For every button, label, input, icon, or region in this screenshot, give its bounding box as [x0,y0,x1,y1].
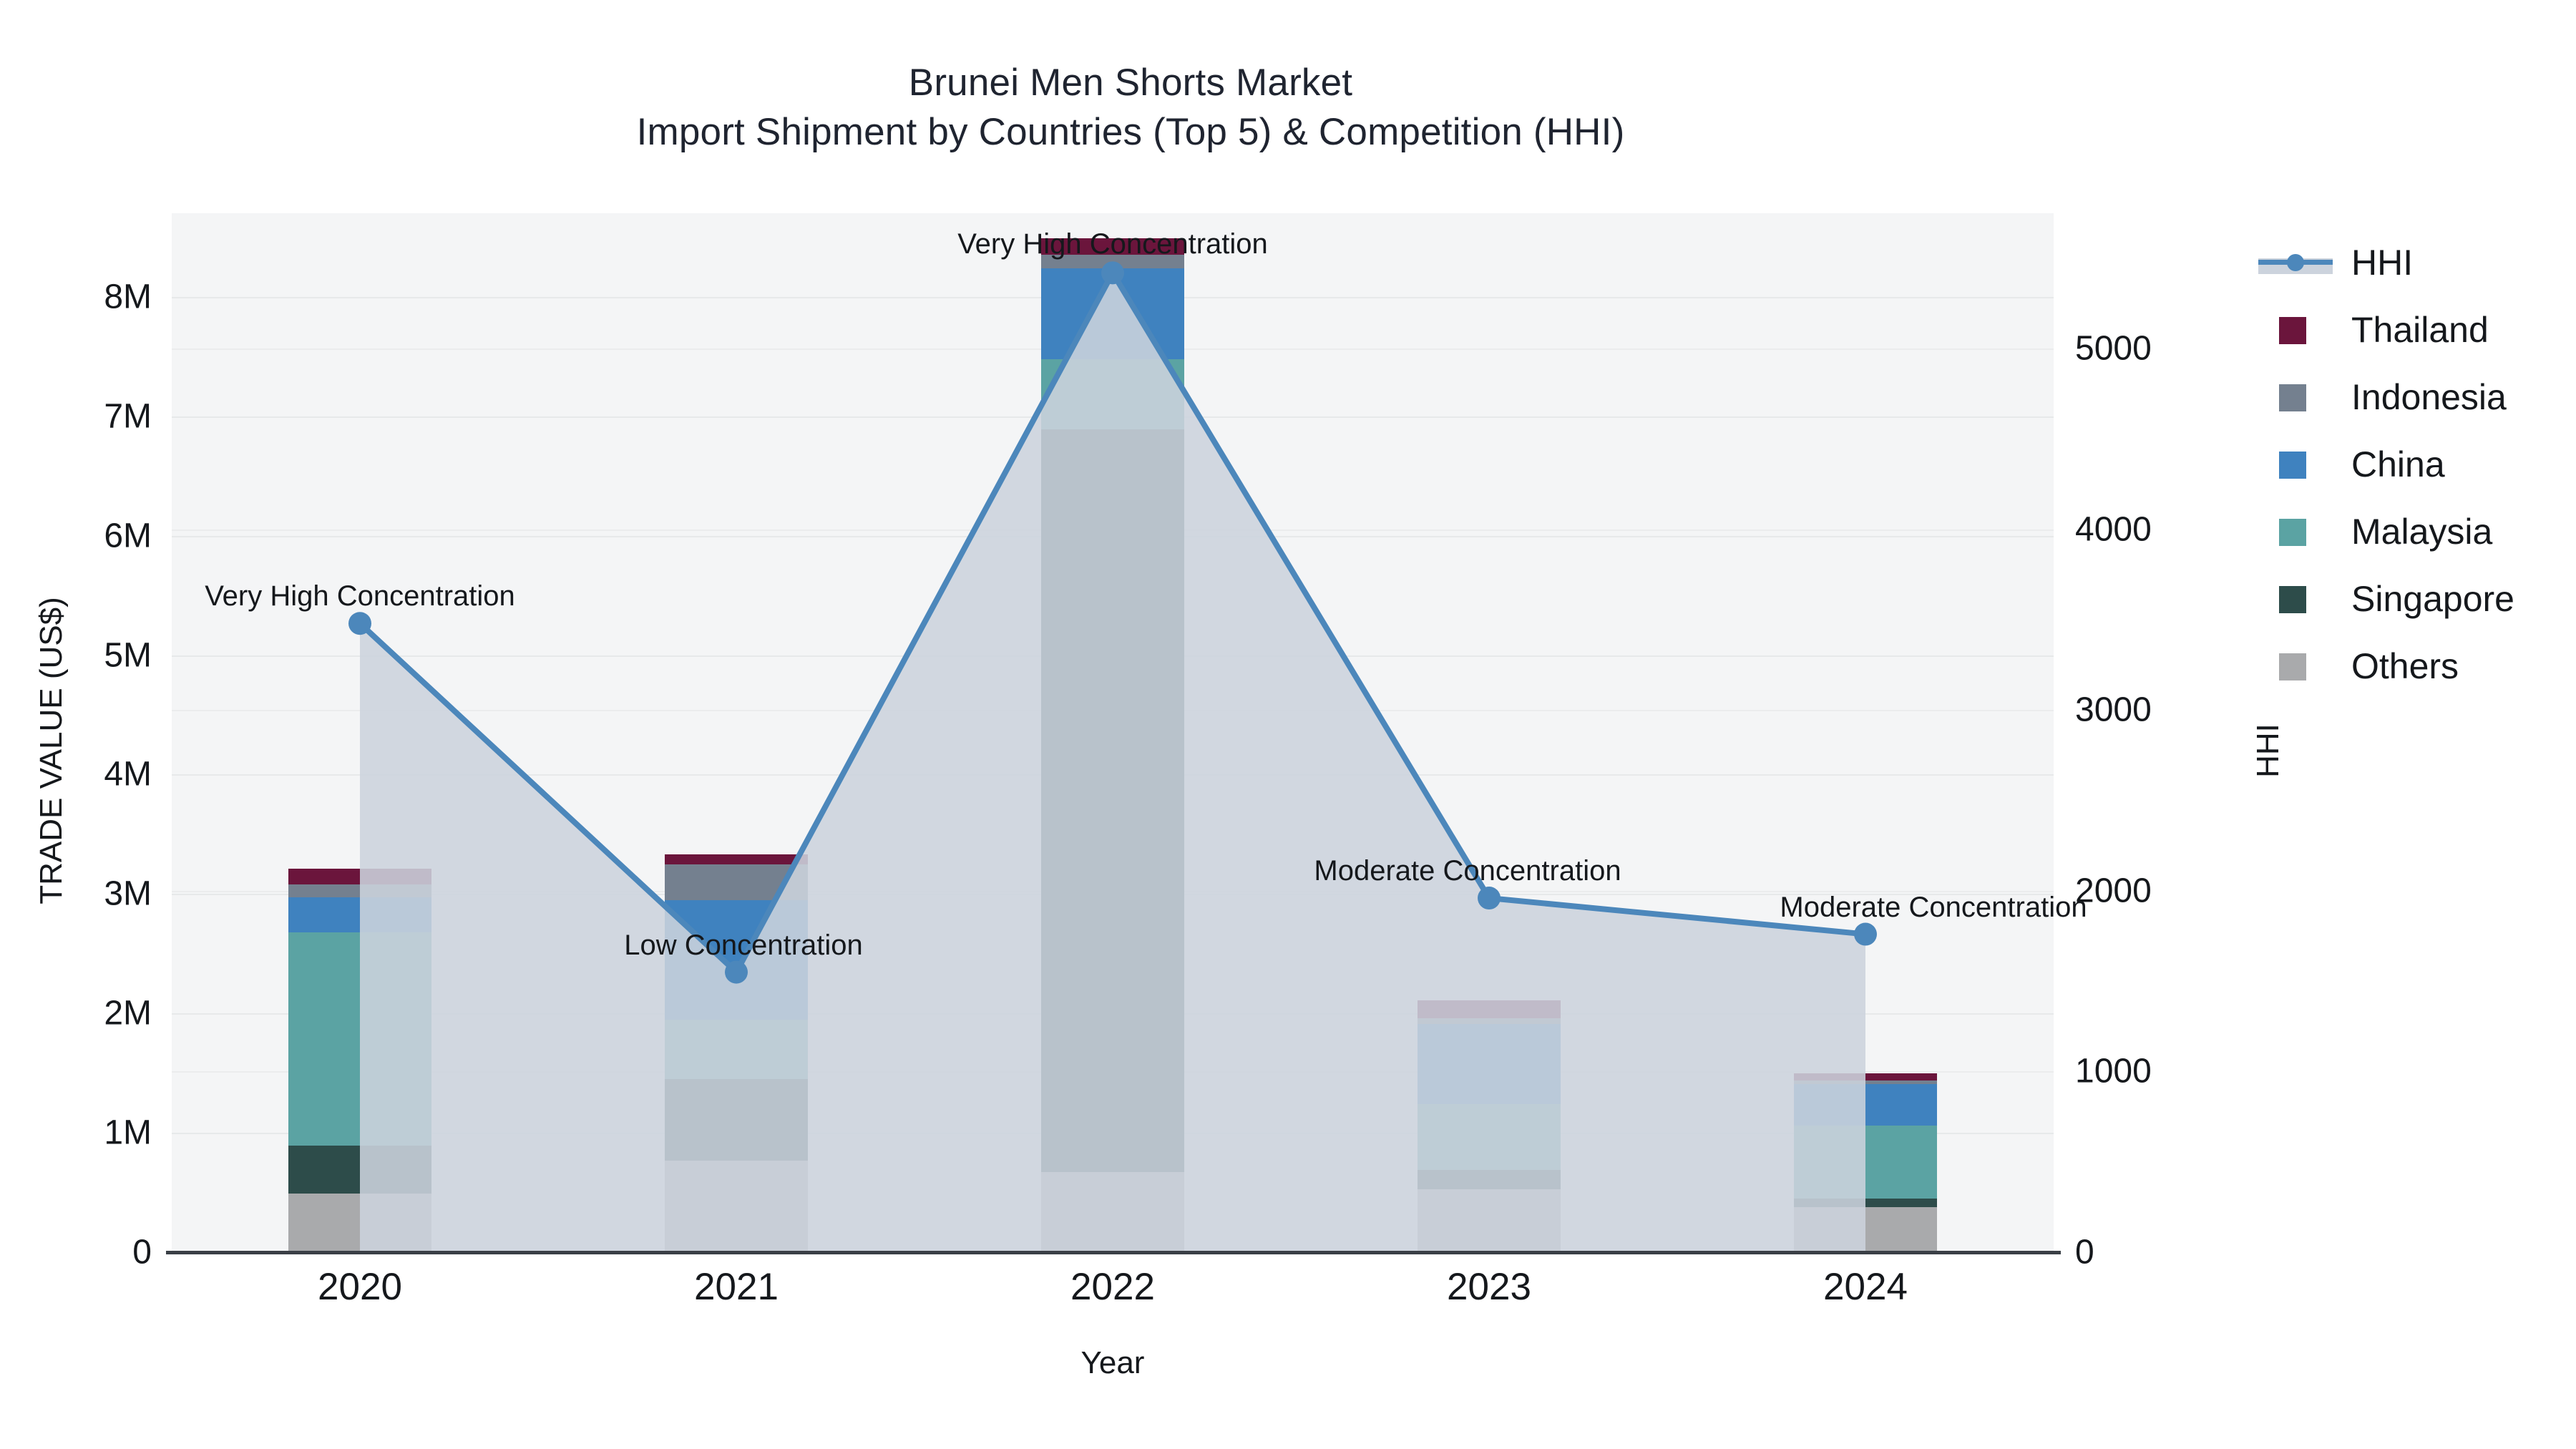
legend-item-indonesia[interactable]: Indonesia [2255,364,2563,431]
legend-item-others[interactable]: Others [2255,633,2563,700]
x-tick-2021: 2021 [694,1266,779,1308]
y-tick-left: 2M [104,994,152,1033]
chart-title-block: Brunei Men Shorts Market Import Shipment… [0,59,2261,157]
x-tick-2020: 2020 [318,1266,402,1308]
legend-line-marker-icon [2287,254,2304,271]
hhi-line-overlay [348,261,1877,984]
legend-key-icon [2255,244,2336,281]
y-tick-left: 0 [132,1233,152,1272]
legend-item-thailand[interactable]: Thailand [2255,296,2563,364]
legend-label: Singapore [2351,579,2514,619]
x-tick-2023: 2023 [1447,1266,1531,1308]
legend-label: HHI [2351,243,2414,283]
hhi-point-2021[interactable] [725,960,748,984]
y-tick-left: 5M [104,636,152,675]
annotation-2021: Low Concentration [624,929,863,961]
legend-swatch-icon [2279,586,2306,613]
x-axis-line [166,1251,2061,1254]
hhi-markers [348,261,1877,984]
y-tick-left: 6M [104,517,152,555]
annotation-2020: Very High Concentration [205,580,515,613]
y-tick-right: 3000 [2075,691,2152,729]
legend-swatch-icon [2279,317,2306,344]
hhi-point-2022[interactable] [1101,261,1124,285]
legend-key-icon [2255,513,2336,550]
legend-item-singapore[interactable]: Singapore [2255,565,2563,633]
page-title: Brunei Men Shorts Market [908,62,1353,104]
y-tick-left: 4M [104,755,152,794]
hhi-line [357,270,1868,975]
y-tick-right: 4000 [2075,510,2152,549]
legend-key-icon [2255,379,2336,416]
y-axis-left-title: TRADE VALUE (US$) [34,597,69,904]
y-tick-left: 3M [104,874,152,913]
annotation-2022: Very High Concentration [957,228,1268,260]
legend-label: China [2351,444,2445,484]
legend-item-china[interactable]: China [2255,431,2563,498]
legend-key-icon [2255,580,2336,618]
chart-subtitle: Import Shipment by Countries (Top 5) & C… [636,110,1625,153]
legend-item-hhi[interactable]: HHI [2255,229,2563,296]
hhi-area-fill [360,273,1865,1252]
hhi-point-2020[interactable] [348,612,371,635]
hhi-overlay [360,273,1865,1252]
legend-swatch-icon [2279,653,2306,680]
plot-inner [172,213,2054,1252]
bar-segment-thailand[interactable] [1041,238,1184,255]
y-tick-left: 8M [104,278,152,316]
legend-swatch-icon [2279,384,2306,411]
hhi-point-2023[interactable] [1478,887,1501,910]
y-tick-right: 0 [2075,1233,2094,1272]
annotation-2024: Moderate Concentration [1780,891,2087,923]
legend-label: Malaysia [2351,512,2493,552]
chart-legend: HHI Thailand Indonesia China Malaysia Singapo… [2255,229,2563,700]
y-tick-right: 1000 [2075,1052,2152,1091]
legend-key-icon [2255,648,2336,685]
x-tick-2022: 2022 [1070,1266,1155,1308]
legend-key-icon [2255,311,2336,348]
legend-swatch-icon [2279,452,2306,479]
y-tick-right: 5000 [2075,329,2152,368]
legend-key-icon [2255,446,2336,483]
hhi-point-2024[interactable] [1854,922,1877,946]
legend-label: Thailand [2351,310,2489,350]
annotation-2023: Moderate Concentration [1314,855,1621,887]
y-tick-left: 1M [104,1113,152,1152]
legend-swatch-icon [2279,519,2306,546]
x-tick-2024: 2024 [1823,1266,1908,1308]
plot-area [172,213,2054,1252]
bar-segment-thailand[interactable] [665,854,808,864]
legend-label: Indonesia [2351,377,2507,417]
y-tick-left: 7M [104,397,152,436]
legend-label: Others [2351,646,2459,686]
y-tick-right: 2000 [2075,872,2152,910]
legend-item-malaysia[interactable]: Malaysia [2255,498,2563,565]
x-axis-title: Year [1080,1345,1145,1380]
